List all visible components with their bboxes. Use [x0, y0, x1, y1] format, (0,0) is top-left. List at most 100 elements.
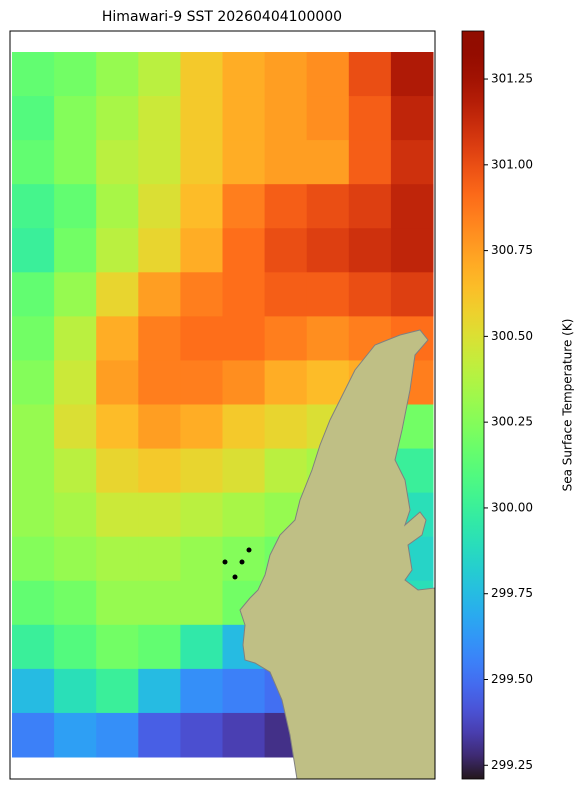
sst-cell — [54, 668, 97, 714]
sst-cell — [12, 580, 55, 626]
sst-cell — [222, 184, 266, 229]
sst-cell — [180, 448, 223, 494]
sst-cell — [390, 184, 434, 229]
sst-cell — [138, 272, 181, 317]
colorbar-tick-label: 300.00 — [491, 500, 533, 514]
sst-cell — [222, 272, 266, 317]
sst-cell — [222, 316, 266, 361]
sst-cell — [138, 448, 181, 494]
sst-cell — [96, 492, 139, 538]
sst-cell — [180, 668, 223, 714]
sst-cell — [180, 492, 223, 538]
sst-cell — [180, 316, 223, 361]
sst-cell — [96, 52, 139, 97]
sst-cell — [264, 316, 308, 361]
colorbar-tick-label: 300.75 — [491, 243, 533, 257]
sst-cell — [222, 96, 266, 141]
sst-cell — [12, 668, 55, 714]
sst-cell — [96, 580, 139, 626]
sst-cell — [264, 140, 308, 185]
stations — [222, 547, 252, 580]
sst-cell — [180, 184, 223, 229]
sst-cell — [306, 228, 350, 273]
sst-cell — [222, 140, 266, 185]
sst-cell — [138, 184, 181, 229]
sst-cell — [348, 272, 392, 317]
sst-cell — [180, 228, 223, 273]
sst-cell — [12, 228, 55, 273]
sst-cell — [54, 228, 97, 273]
colorbar-tick-label: 299.25 — [491, 758, 533, 772]
sst-cell — [222, 668, 266, 714]
sst-cell — [180, 52, 223, 97]
sst-cell — [390, 140, 434, 185]
sst-cell — [12, 184, 55, 229]
sst-cell — [222, 492, 266, 538]
sst-cell — [348, 140, 392, 185]
sst-cell — [54, 360, 97, 405]
sst-cell — [96, 140, 139, 185]
sst-cell — [54, 184, 97, 229]
sst-cell — [222, 712, 266, 758]
sst-cell — [264, 228, 308, 273]
sst-cell — [54, 272, 97, 317]
sst-cell — [96, 184, 139, 229]
sst-cell — [54, 316, 97, 361]
sst-cell — [138, 96, 181, 141]
sst-cell — [348, 96, 392, 141]
sst-cell — [390, 228, 434, 273]
sst-cell — [54, 140, 97, 185]
sst-cell — [222, 536, 266, 582]
sst-cell — [12, 316, 55, 361]
sst-cell — [348, 52, 392, 97]
sst-cell — [54, 96, 97, 141]
sst-cell — [180, 536, 223, 582]
sst-cell — [12, 536, 55, 582]
sst-cell — [12, 624, 55, 670]
colorbar-tick-label: 300.25 — [491, 415, 533, 429]
sst-cell — [180, 96, 223, 141]
sst-cell — [306, 52, 350, 97]
sst-cell — [180, 580, 223, 626]
sst-cell — [180, 140, 223, 185]
sst-cell — [96, 712, 139, 758]
colorbar-tick-label: 301.00 — [491, 157, 533, 171]
sst-cell — [264, 52, 308, 97]
sst-cell — [180, 624, 223, 670]
sst-cell — [306, 96, 350, 141]
sst-cell — [54, 52, 97, 97]
sst-cell — [180, 272, 223, 317]
sst-cell — [264, 272, 308, 317]
sst-cell — [54, 712, 97, 758]
sst-cell — [222, 360, 266, 405]
colorbar-label: Sea Surface Temperature (K) — [561, 319, 575, 492]
map-frame — [9, 30, 436, 780]
sst-cell — [54, 624, 97, 670]
sst-cell — [96, 96, 139, 141]
sst-cell — [264, 184, 308, 229]
sst-cell — [180, 360, 223, 405]
sst-cell — [390, 52, 434, 97]
colorbar-tick-label: 299.50 — [491, 672, 533, 686]
colorbar-tick-label: 301.25 — [491, 72, 533, 86]
sst-cell — [12, 272, 55, 317]
sst-cell — [96, 360, 139, 405]
station-dot — [222, 559, 228, 565]
sst-cell — [138, 580, 181, 626]
sst-cell — [96, 668, 139, 714]
sst-cell — [96, 536, 139, 582]
sst-cell — [222, 52, 266, 97]
sst-cell — [138, 140, 181, 185]
sst-cell — [306, 140, 350, 185]
sst-cell — [390, 96, 434, 141]
sst-cell — [12, 140, 55, 185]
sst-cell — [138, 668, 181, 714]
sst-cell — [138, 492, 181, 538]
sst-cell — [180, 404, 223, 450]
sst-cell — [12, 712, 55, 758]
sst-cell — [12, 404, 55, 450]
sst-cell — [390, 272, 434, 317]
sst-cell — [96, 448, 139, 494]
sst-cell — [54, 536, 97, 582]
